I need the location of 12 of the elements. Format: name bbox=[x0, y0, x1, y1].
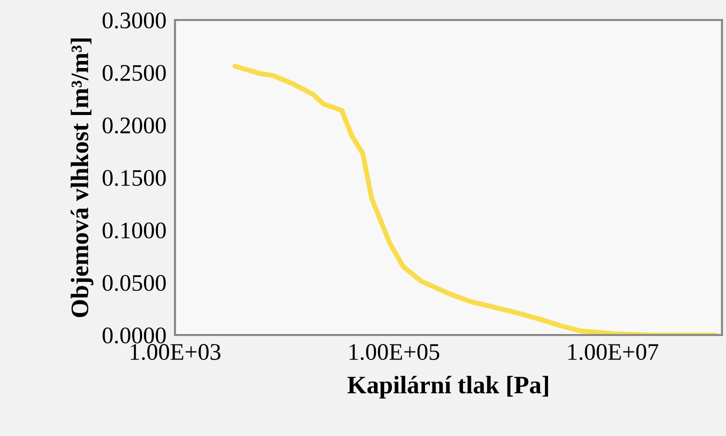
y-axis-title: Objemová vlhkost [m³/m³] bbox=[70, 38, 94, 318]
x-tick-label: 1.00E+07 bbox=[568, 344, 658, 360]
y-tick-label: 0.3000 bbox=[102, 12, 166, 29]
y-tick-label: 0.0500 bbox=[102, 274, 166, 292]
y-tick-label: 0.2500 bbox=[102, 64, 166, 82]
y-tick-label: 0.1000 bbox=[102, 222, 166, 239]
x-tick-label: 1.00E+05 bbox=[350, 344, 440, 360]
y-tick-label: 0.1500 bbox=[102, 170, 166, 186]
y-tick-label: 0.2000 bbox=[102, 117, 166, 134]
y-tick-label: 0.0000 bbox=[102, 327, 166, 344]
x-axis-title: Kapilární tlak [Pa] bbox=[348, 376, 548, 399]
x-tick-label: 1.00E+03 bbox=[130, 344, 220, 360]
